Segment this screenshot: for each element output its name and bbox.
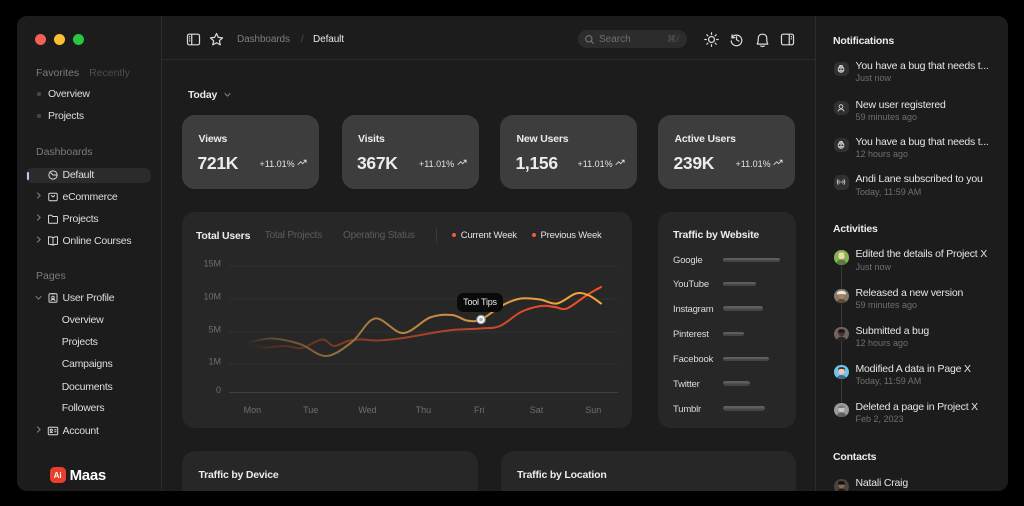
- svg-text:15M: 15M: [203, 259, 221, 269]
- svg-text:Fri: Fri: [474, 405, 485, 415]
- svg-text:Sun: Sun: [585, 405, 601, 415]
- svg-text:Sat: Sat: [530, 405, 544, 415]
- svg-text:Tue: Tue: [303, 405, 318, 415]
- svg-text:Mon: Mon: [244, 405, 262, 415]
- svg-text:5M: 5M: [208, 325, 221, 335]
- svg-text:Wed: Wed: [358, 405, 376, 415]
- svg-text:Thu: Thu: [416, 405, 432, 415]
- svg-text:10M: 10M: [203, 292, 221, 302]
- svg-text:0: 0: [216, 385, 221, 395]
- svg-text:1M: 1M: [208, 357, 221, 367]
